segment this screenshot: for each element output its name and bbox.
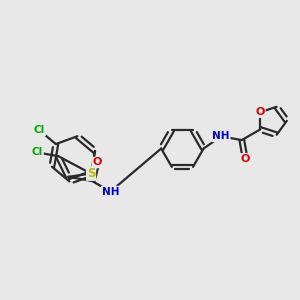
Text: Cl: Cl	[32, 148, 43, 158]
Text: NH: NH	[212, 131, 230, 141]
Text: O: O	[241, 154, 250, 164]
Text: Cl: Cl	[34, 125, 45, 135]
Text: O: O	[256, 107, 265, 117]
Text: O: O	[92, 158, 102, 167]
Text: NH: NH	[102, 187, 119, 196]
Text: S: S	[87, 167, 95, 180]
